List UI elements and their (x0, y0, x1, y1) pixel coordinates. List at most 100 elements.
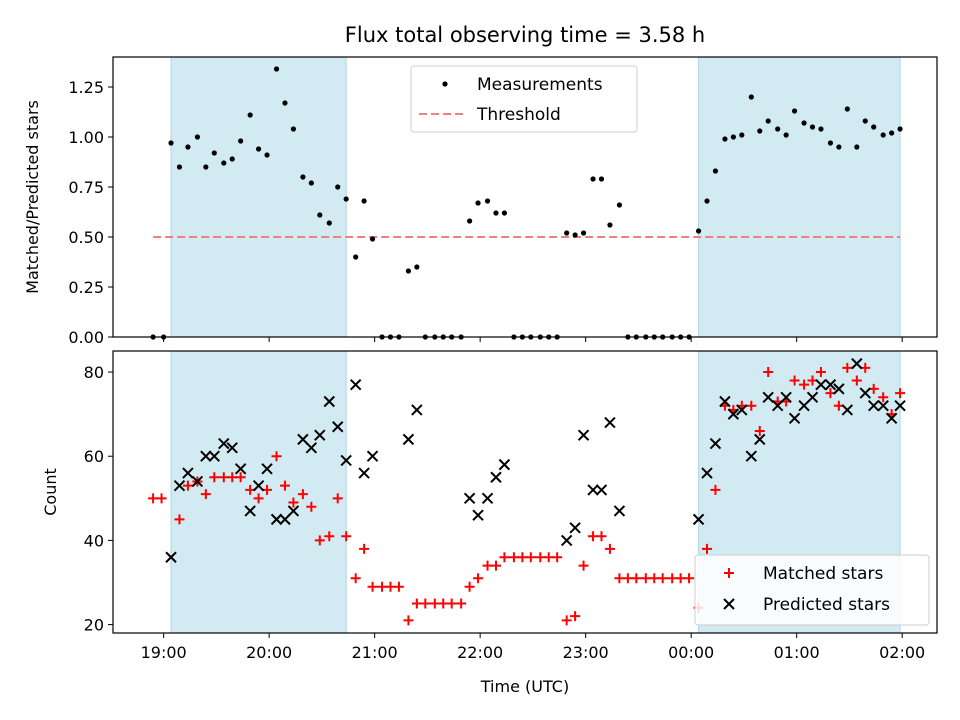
data-point (498, 458, 511, 471)
data-point (762, 391, 774, 404)
data-point (244, 505, 256, 517)
data-point (343, 196, 349, 202)
data-point (367, 581, 378, 592)
data-point (482, 560, 493, 571)
y-tick-label: 40 (84, 531, 104, 550)
data-point (279, 480, 290, 491)
data-point (332, 421, 344, 433)
y-tick-label: 0.25 (68, 278, 104, 297)
legend-label-matched: Matched stars (763, 564, 883, 584)
data-point (765, 118, 771, 124)
data-point (253, 493, 264, 504)
data-point (859, 387, 871, 399)
data-point (501, 210, 508, 216)
data-point (493, 210, 499, 216)
y-axis-label: Count (41, 468, 60, 516)
data-point (173, 479, 186, 492)
data-point (221, 160, 227, 166)
data-point (467, 218, 473, 224)
data-point (841, 404, 854, 416)
data-point (657, 573, 668, 584)
data-point (429, 598, 440, 609)
data-point (801, 120, 807, 126)
data-point (631, 573, 642, 584)
figure-title: Flux total observing time = 3.58 h (345, 23, 705, 47)
data-point (851, 357, 863, 370)
legend-label-measurements: Measurements (477, 75, 603, 95)
data-point (484, 198, 491, 204)
axes-frame (112, 350, 938, 634)
y-tick-label: 60 (84, 447, 104, 466)
data-point (264, 152, 270, 158)
data-point (218, 437, 230, 450)
data-point (238, 138, 244, 144)
data-point (359, 543, 370, 554)
data-point (288, 497, 299, 508)
data-point (894, 400, 906, 412)
data-point (701, 543, 712, 554)
series-matched-stars (148, 362, 906, 626)
data-point (780, 391, 792, 404)
data-point (719, 395, 731, 408)
data-point (324, 531, 335, 542)
data-point (871, 124, 877, 130)
x-tick-label: 01:00 (774, 643, 820, 662)
data-point (543, 552, 554, 563)
x-tick-label: 20:00 (246, 643, 292, 662)
legend-box (410, 65, 638, 133)
data-point (473, 573, 484, 584)
data-point (564, 230, 570, 236)
data-point (252, 479, 265, 492)
data-point (880, 132, 886, 138)
data-point (851, 375, 862, 386)
data-point (640, 573, 651, 584)
data-point (833, 383, 845, 395)
data-point (572, 232, 578, 238)
data-point (667, 573, 678, 584)
data-point (704, 198, 710, 204)
data-point (335, 184, 341, 190)
data-point (411, 598, 422, 609)
data-point (775, 126, 781, 132)
shaded-region-1 (170, 56, 347, 338)
data-point (788, 412, 801, 425)
data-point (414, 264, 420, 270)
data-point (226, 442, 238, 454)
data-point (165, 551, 177, 563)
data-point (229, 156, 235, 162)
data-point (745, 450, 758, 462)
data-point (332, 493, 343, 504)
data-point (176, 164, 183, 170)
data-point (570, 611, 581, 622)
data-point (369, 236, 376, 242)
data-point (314, 535, 325, 546)
axes-frame (112, 56, 938, 338)
data-point (438, 598, 449, 609)
data-point (895, 388, 906, 399)
data-point (836, 144, 842, 150)
data-point (552, 552, 563, 563)
legend-label-threshold: Threshold (476, 105, 561, 125)
x-tick-label: 23:00 (563, 643, 609, 662)
data-point (604, 416, 616, 429)
data-point (279, 513, 291, 526)
data-point (194, 134, 201, 140)
data-point (308, 180, 314, 186)
data-point (878, 392, 889, 403)
data-point (614, 573, 625, 584)
data-point (854, 144, 860, 150)
data-point (824, 378, 837, 391)
data-point (353, 254, 359, 260)
y-tick-label: 0.75 (68, 178, 104, 197)
shaded-region-2 (698, 56, 901, 338)
data-point (393, 581, 404, 592)
top-panel: 0.00 0.25 0.50 0.75 1.00 1.25 Matched/Predicte… (23, 56, 938, 347)
data-point (297, 489, 308, 500)
x-tick-label: 22:00 (457, 643, 503, 662)
data-point (227, 472, 238, 483)
data-point (208, 450, 220, 462)
data-point (590, 176, 596, 182)
data-point (340, 454, 352, 467)
data-point (185, 144, 191, 150)
